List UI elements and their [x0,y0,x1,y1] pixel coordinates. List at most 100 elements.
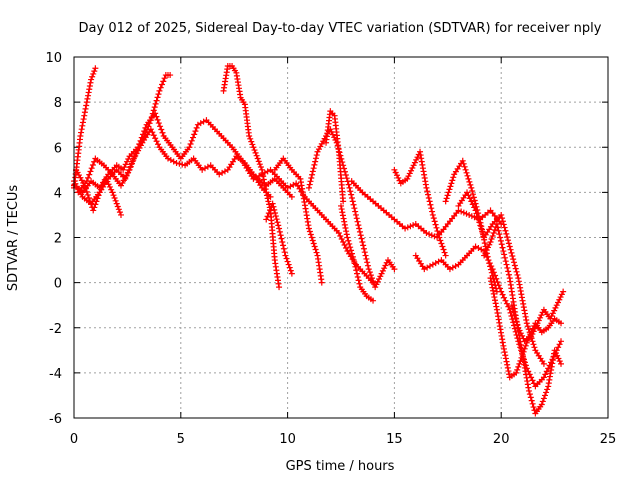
data-point-marker [530,341,537,348]
data-point-marker [352,211,359,218]
data-point-marker [312,246,319,253]
data-point-marker [271,206,278,213]
data-point-marker [508,249,515,256]
series-track-9 [271,155,325,286]
data-point-marker [515,275,522,282]
data-point-marker [312,158,319,165]
data-point-marker [277,232,284,239]
data-point-marker [437,237,444,244]
data-point-marker [482,249,489,256]
data-point-marker [529,338,536,345]
data-point-marker [425,191,432,198]
data-point-marker [473,210,480,217]
data-point-marker [524,323,531,330]
data-point-marker [508,302,515,309]
data-point-marker [345,181,352,188]
data-point-marker [173,160,180,167]
data-point-marker [318,279,325,286]
data-point-marker [340,215,347,222]
data-point-marker [276,284,283,291]
series-track-6 [220,63,283,291]
data-point-marker [483,247,490,254]
y-tick-label: -2 [49,322,62,337]
data-point-marker [272,213,279,220]
data-point-marker [514,321,521,328]
data-point-marker [538,401,545,408]
data-point-marker [491,226,498,233]
data-point-marker [378,270,385,277]
data-point-marker [514,271,521,278]
data-point-marker [449,177,456,184]
data-point-marker [142,124,149,131]
data-point-marker [508,313,515,320]
data-point-marker [516,360,523,367]
data-point-marker [501,224,508,231]
data-point-marker [313,249,320,256]
data-point-marker [486,260,493,267]
data-point-marker [490,290,497,297]
data-point-marker [396,177,403,184]
data-point-marker [460,160,467,167]
data-point-marker [179,161,186,168]
data-point-marker [260,176,267,183]
data-point-marker [428,232,435,239]
data-point-marker [117,211,124,218]
data-point-marker [502,352,509,359]
data-point-marker [493,220,500,227]
data-point-marker [78,129,85,136]
data-point-marker [543,389,550,396]
data-point-marker [251,147,258,154]
data-point-marker [441,249,448,256]
data-point-marker [346,240,353,247]
data-point-marker [533,322,540,329]
data-point-marker [407,223,414,230]
data-point-marker [517,288,524,295]
data-point-marker [265,210,272,217]
data-point-marker [507,246,514,253]
data-point-marker [555,344,562,351]
data-point-marker [504,364,511,371]
data-point-marker [161,75,168,82]
data-point-marker [468,213,475,220]
data-point-marker [310,165,317,172]
data-point-marker [502,227,509,234]
data-point-marker [499,291,506,298]
data-point-marker [538,312,545,319]
data-point-marker [488,278,495,285]
data-point-marker [414,154,421,161]
data-point-marker [121,164,128,171]
data-point-marker [372,284,379,291]
data-point-marker [549,310,556,317]
data-point-marker [309,237,316,244]
data-point-marker [157,123,164,130]
data-point-marker [335,229,342,236]
data-point-marker [128,161,135,168]
data-point-marker [551,307,558,314]
data-point-marker [540,374,547,381]
data-point-marker [265,198,272,205]
data-point-marker [311,161,318,168]
data-point-marker [83,102,90,109]
y-tick-label: 4 [54,186,62,201]
data-point-marker [276,225,283,232]
data-point-marker [364,262,371,269]
data-point-marker [86,171,93,178]
data-point-marker [463,210,470,217]
series-track-11 [323,108,347,205]
data-point-marker [269,200,276,207]
data-point-marker [252,149,259,156]
data-point-marker [520,304,527,311]
data-point-marker [504,361,511,368]
data-point-marker [149,129,156,136]
data-point-marker [272,209,279,216]
data-point-marker [476,219,483,226]
data-point-marker [519,297,526,304]
data-point-marker [255,158,262,165]
data-point-marker [408,167,415,174]
data-point-marker [91,68,98,75]
data-point-marker [505,237,512,244]
data-point-marker [471,197,478,204]
data-point-marker [377,273,384,280]
data-point-marker [409,165,416,172]
data-point-marker [514,366,521,373]
